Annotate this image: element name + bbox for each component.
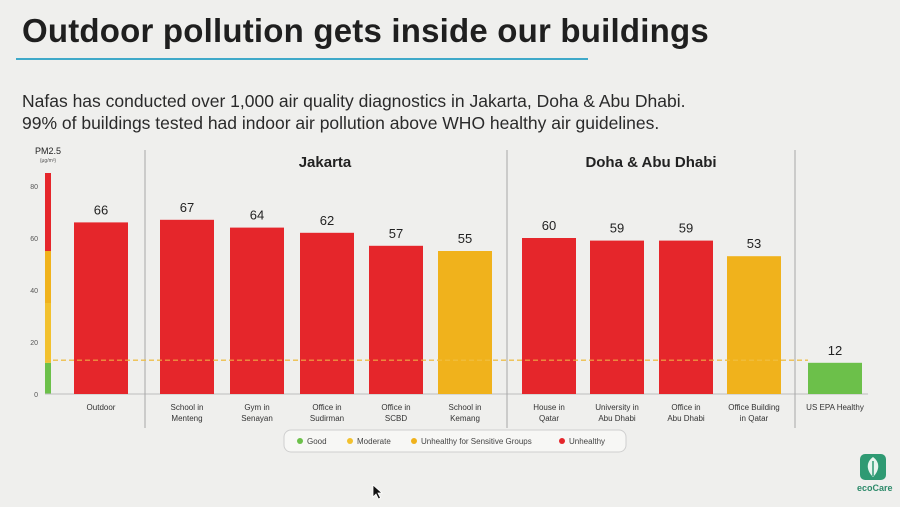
scale-band-3 [45,173,51,251]
x-tick-label: SCBD [385,414,407,423]
mouse-pointer-icon [372,484,384,500]
data-label: 12 [828,343,842,358]
y-tick-label: 0 [34,392,38,399]
data-label: 60 [542,218,556,233]
bar [230,227,284,394]
x-tick-label: Menteng [171,414,202,423]
bar [74,222,128,394]
y-tick-label: 60 [30,236,38,243]
data-label: 53 [747,236,761,251]
x-tick-label: Senayan [241,414,273,423]
legend-label: Unhealthy for Sensitive Groups [421,437,532,446]
x-tick-label: Outdoor [87,403,116,412]
subtitle-line-1: Nafas has conducted over 1,000 air quali… [22,91,686,111]
slide-title: Outdoor pollution gets inside our buildi… [22,12,709,49]
x-tick-label: Sudirman [310,414,344,423]
scale-band-1 [45,303,51,363]
y-axis-unit: (μg/m³) [40,158,57,164]
x-tick-label: School in [171,403,204,412]
title-underline [16,58,588,60]
x-tick-label: Kemang [450,414,480,423]
x-tick-label: School in [449,403,482,412]
legend-marker-unhealthy [559,438,565,444]
data-label: 66 [94,202,108,217]
data-label: 59 [610,221,624,236]
legend-label: Unhealthy [569,437,605,446]
slide-subtitle: Nafas has conducted over 1,000 air quali… [22,90,685,134]
legend-marker-usg [411,438,417,444]
bar [160,219,214,394]
x-tick-label: Abu Dhabi [598,414,636,423]
x-tick-label: Office Building [728,403,779,412]
x-tick-label: Office in [381,403,410,412]
bar [727,256,781,394]
scale-band-2 [45,251,51,303]
data-label: 62 [320,213,334,228]
legend-label: Moderate [357,437,391,446]
subtitle-line-2: 99% of buildings tested had indoor air p… [22,113,660,133]
x-tick-label: Abu Dhabi [667,414,705,423]
logo-text: ecoCare [857,483,893,493]
data-label: 67 [180,200,194,215]
x-tick-label: Gym in [244,403,269,412]
y-axis-title: PM2.5 [35,146,61,156]
scale-band-0 [45,362,51,394]
y-tick-label: 20 [30,340,38,347]
x-tick-label: in Qatar [740,414,769,423]
x-tick-label: Qatar [539,414,559,423]
bar [522,238,576,394]
bar [808,362,862,394]
legend-label: Good [307,437,327,446]
bar [659,240,713,394]
legend-marker-moderate [347,438,353,444]
legend-marker-good [297,438,303,444]
ecocare-logo [860,454,886,480]
x-tick-label: Office in [671,403,700,412]
data-label: 57 [389,226,403,241]
data-label: 59 [679,221,693,236]
bar [438,251,492,394]
x-tick-label: University in [595,403,639,412]
legend-box [283,429,627,453]
y-tick-label: 40 [30,288,38,295]
data-label: 55 [458,231,472,246]
y-tick-label: 80 [30,184,38,191]
x-tick-label: US EPA Healthy [806,403,864,412]
x-tick-label: Office in [312,403,341,412]
bar [300,232,354,394]
x-tick-label: House in [533,403,565,412]
data-label: 64 [250,208,264,223]
bar [590,240,644,394]
group-header: Doha & Abu Dhabi [585,154,716,171]
bar [369,245,423,394]
group-header: Jakarta [299,154,352,171]
